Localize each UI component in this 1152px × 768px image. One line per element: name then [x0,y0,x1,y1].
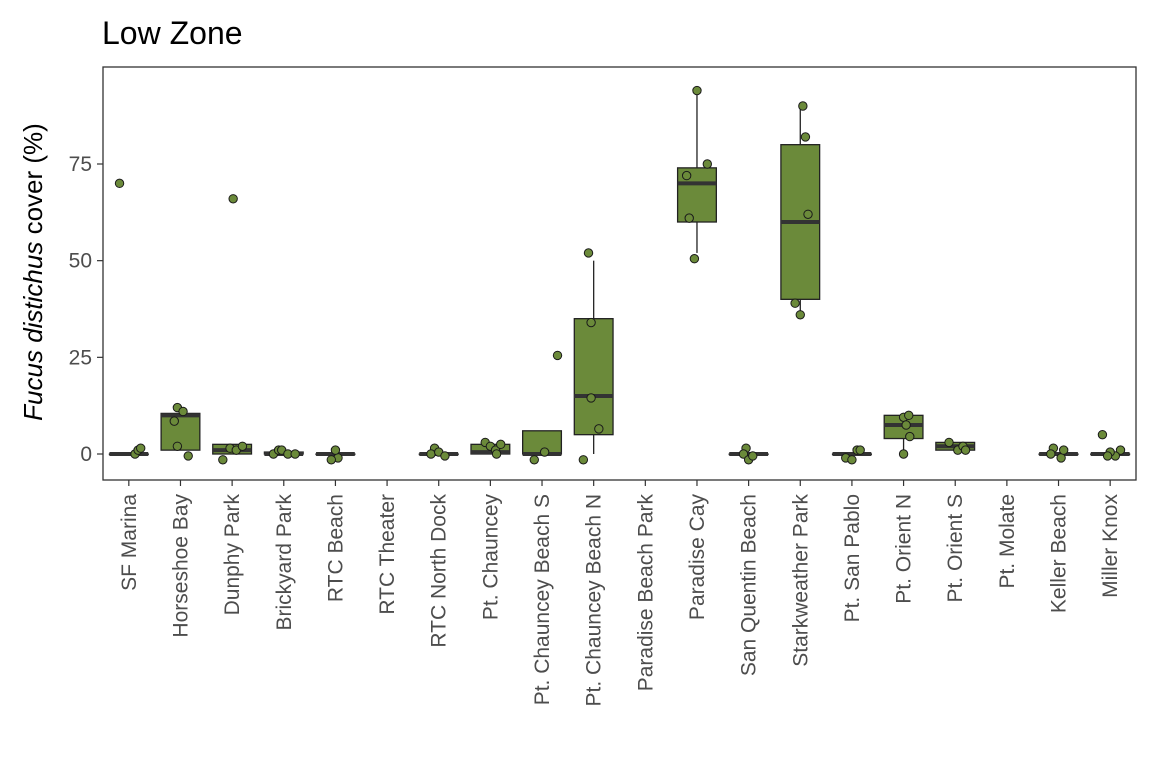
points-layer [114,85,1126,465]
data-point [539,447,550,457]
data-point [1097,429,1108,440]
x-tick-label: Paradise Cay [686,494,709,621]
chart-title: Low Zone [102,15,243,51]
data-point [748,451,758,461]
x-tick-label: RTC Theater [376,494,399,615]
data-point [1046,449,1056,459]
data-point [1102,451,1113,461]
box-group [108,452,149,456]
data-point [905,431,915,442]
y-tick-label: 25 [69,346,92,369]
data-point [795,310,805,320]
data-point [1056,453,1066,463]
data-point [847,455,857,465]
data-point [790,298,800,308]
x-tick-label: Miller Knox [1099,494,1122,598]
y-tick-label: 50 [69,250,92,273]
x-tick-label: San Quentin Beach [738,494,761,676]
data-point [583,248,594,258]
x-tick-label: Pt. Molate [996,494,1019,589]
data-point [898,449,909,459]
data-point [330,445,341,455]
x-tick-label: Dunphy Park [221,494,244,616]
x-tick-label: Pt. Orient N [893,494,916,604]
data-point [684,213,694,223]
data-point [228,194,238,204]
x-tick-label: Horseshoe Bay [169,494,192,638]
data-point [855,445,865,455]
data-point [798,101,808,111]
data-point [578,455,589,465]
y-axis-title-rest: cover (%) [18,123,48,241]
x-tick-label: Brickyard Park [273,494,296,631]
x-tick-label: RTC Beach [324,494,347,602]
data-point [692,85,702,96]
data-point [586,317,596,328]
x-tick-label: Pt. Chauncey Beach S [531,494,554,705]
data-point [326,455,336,465]
box-group [780,106,821,315]
data-point [290,449,300,459]
box-group [573,260,614,454]
y-tick-label: 75 [69,153,92,176]
box-group [676,90,717,253]
data-point [1058,445,1069,455]
data-point [738,449,749,459]
data-point [178,406,188,417]
data-point [218,455,228,465]
x-tick-label: Pt. San Pablo [841,494,864,622]
data-point [114,178,125,189]
data-point [426,449,436,459]
data-point [1115,445,1126,455]
box-rect [573,318,614,436]
data-point [529,455,539,465]
y-axis-title: Fucus distichus cover (%) [18,123,48,421]
data-point [237,441,248,451]
data-point [800,132,811,142]
data-point [172,441,183,451]
data-point [440,451,450,461]
data-point [594,424,604,434]
plot-panel-border [102,66,1137,481]
data-point [944,437,954,448]
data-point [552,350,563,361]
data-point [136,443,146,453]
data-point [496,439,506,450]
data-point [183,451,193,461]
data-point [901,420,911,430]
x-tick-label: RTC North Dock [428,494,451,648]
x-tick-label: Starkweather Park [789,494,812,667]
y-axis: 0 25 50 75 [69,153,103,466]
data-point [803,209,813,219]
data-point [689,254,700,264]
data-point [960,445,971,455]
x-tick-label: Keller Beach [1048,494,1071,613]
x-axis: SF Marina Horseshoe Bay Dunphy Park Brickya… [118,480,1122,706]
data-point [169,416,179,426]
y-axis-title-italic: Fucus distichus [18,242,48,421]
x-tick-label: Pt. Chauncey [479,494,502,621]
y-tick-label: 0 [80,443,92,466]
x-tick-label: Paradise Beach Park [634,494,657,692]
box-group [831,452,872,456]
data-point [491,449,502,459]
data-point [586,393,596,403]
x-tick-label: Pt. Chauncey Beach N [583,494,606,706]
x-tick-label: SF Marina [118,494,141,591]
data-point [681,170,692,181]
boxes-layer [108,90,1131,456]
data-point [904,410,914,421]
data-point [702,159,713,169]
x-tick-label: Pt. Orient S [944,494,967,603]
